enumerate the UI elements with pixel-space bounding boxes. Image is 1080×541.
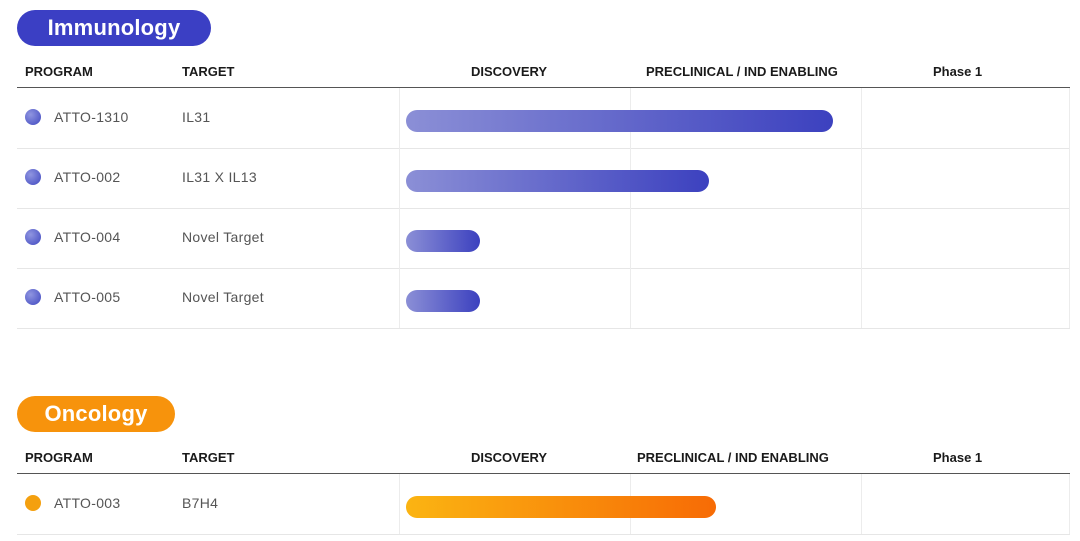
stage-divider (1069, 474, 1070, 534)
program-target: IL31 X IL13 (182, 169, 257, 185)
program-dot-icon (25, 229, 41, 245)
stage-divider (1069, 88, 1070, 148)
program-target: IL31 (182, 109, 211, 125)
stage-divider (399, 474, 400, 534)
header-target: TARGET (182, 64, 235, 79)
stage-divider (1069, 148, 1070, 208)
program-name: ATTO-004 (54, 229, 121, 245)
program-name: ATTO-003 (54, 495, 121, 511)
progress-bar (406, 110, 833, 132)
table-row: ATTO-005 Novel Target (17, 268, 1070, 329)
stage-divider (861, 208, 862, 268)
table-row: ATTO-1310 IL31 (17, 88, 1070, 149)
program-dot-icon (25, 169, 41, 185)
progress-bar (406, 230, 480, 252)
program-target: Novel Target (182, 289, 264, 305)
program-dot-icon (25, 109, 41, 125)
stage-divider (861, 148, 862, 208)
program-dot-icon (25, 289, 41, 305)
header-phase1: Phase 1 (933, 450, 983, 465)
header-preclinical: PRECLINICAL / IND ENABLING (637, 450, 829, 465)
stage-divider (630, 268, 631, 328)
section-title-immunology: Immunology (17, 10, 211, 46)
program-name: ATTO-1310 (54, 109, 129, 125)
program-dot-icon (25, 495, 41, 511)
stage-divider (1069, 268, 1070, 328)
stage-divider (861, 474, 862, 534)
progress-bar (406, 290, 480, 312)
stage-divider (399, 148, 400, 208)
program-name: ATTO-002 (54, 169, 121, 185)
table-row: ATTO-004 Novel Target (17, 208, 1070, 269)
section-title-oncology: Oncology (17, 396, 175, 432)
header-discovery: DISCOVERY (471, 64, 548, 79)
header-program: PROGRAM (25, 64, 93, 79)
progress-bar (406, 496, 716, 518)
program-name: ATTO-005 (54, 289, 121, 305)
header-phase1: Phase 1 (933, 64, 983, 79)
program-target: Novel Target (182, 229, 264, 245)
table-header: PROGRAM TARGET DISCOVERY PRECLINICAL / I… (17, 55, 1070, 88)
stage-divider (630, 208, 631, 268)
progress-bar (406, 170, 709, 192)
header-program: PROGRAM (25, 450, 93, 465)
header-preclinical: PRECLINICAL / IND ENABLING (646, 64, 838, 79)
table-row: ATTO-003 B7H4 (17, 474, 1070, 535)
stage-divider (399, 208, 400, 268)
program-target: B7H4 (182, 495, 219, 511)
header-target: TARGET (182, 450, 235, 465)
table-header: PROGRAM TARGET DISCOVERY PRECLINICAL / I… (17, 441, 1070, 474)
stage-divider (399, 88, 400, 148)
header-discovery: DISCOVERY (471, 450, 548, 465)
stage-divider (1069, 208, 1070, 268)
stage-divider (399, 268, 400, 328)
table-row: ATTO-002 IL31 X IL13 (17, 148, 1070, 209)
stage-divider (861, 268, 862, 328)
stage-divider (861, 88, 862, 148)
